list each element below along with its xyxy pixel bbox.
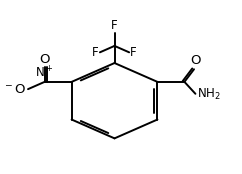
Text: $^-$O: $^-$O [3, 83, 27, 96]
Text: NH$_2$: NH$_2$ [197, 87, 221, 102]
Text: F: F [130, 46, 137, 59]
Text: O: O [39, 53, 50, 66]
Text: F: F [111, 19, 118, 32]
Text: F: F [92, 46, 99, 59]
Text: O: O [190, 54, 200, 67]
Text: N$^+$: N$^+$ [35, 66, 54, 81]
